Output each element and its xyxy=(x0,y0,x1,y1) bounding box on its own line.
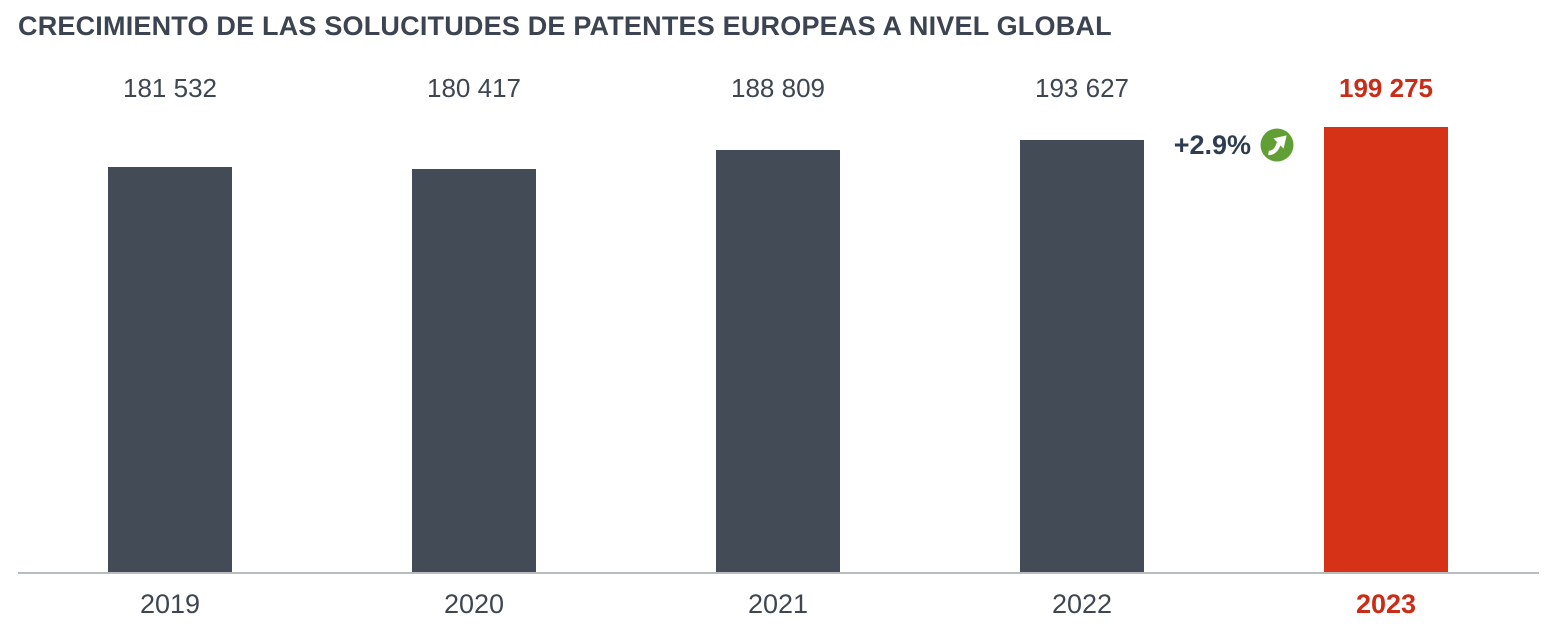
chart-title: CRECIMIENTO DE LAS SOLUCITUDES DE PATENT… xyxy=(18,11,1112,41)
x-axis-label: 2023 xyxy=(1355,589,1417,619)
bar-value-label: 181 532 xyxy=(123,73,217,103)
bar-value-label: 188 809 xyxy=(731,73,825,103)
bar-value-label: 193 627 xyxy=(1035,73,1129,103)
bar-highlighted xyxy=(1324,127,1448,572)
x-axis-label: 2019 xyxy=(139,589,201,619)
bar-value-label: 180 417 xyxy=(427,73,521,103)
arrow-up-right-circle-icon xyxy=(1260,128,1294,162)
x-axis-label: 2020 xyxy=(443,589,505,619)
bar xyxy=(412,169,536,572)
bar xyxy=(716,150,840,572)
x-axis-label: 2022 xyxy=(1051,589,1113,619)
bar xyxy=(1020,140,1144,572)
bar-value-label: 199 275 xyxy=(1339,73,1433,103)
bar xyxy=(108,167,232,572)
x-axis-label: 2021 xyxy=(747,589,809,619)
growth-percentage-label: +2.9% xyxy=(1173,130,1251,160)
growth-annotation: +2.9% xyxy=(1174,128,1294,162)
x-axis-line xyxy=(18,572,1539,574)
